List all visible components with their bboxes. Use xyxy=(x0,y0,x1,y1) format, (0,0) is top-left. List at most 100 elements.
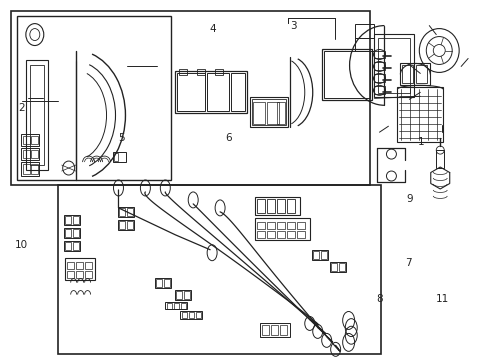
Bar xyxy=(156,279,162,287)
Text: 7: 7 xyxy=(405,258,411,268)
Bar xyxy=(249,97,287,127)
Bar xyxy=(266,231,274,238)
Bar xyxy=(31,136,38,144)
Bar xyxy=(66,262,74,269)
Bar xyxy=(330,263,336,271)
Bar xyxy=(256,231,264,238)
Text: 3: 3 xyxy=(289,21,296,31)
Text: 11: 11 xyxy=(435,294,448,304)
Bar xyxy=(176,291,182,298)
Bar xyxy=(373,50,385,58)
Bar xyxy=(64,216,71,224)
Bar xyxy=(320,251,326,259)
Bar xyxy=(276,222,285,229)
Bar xyxy=(167,302,172,309)
Bar xyxy=(279,325,286,336)
Bar xyxy=(254,197,299,215)
Bar xyxy=(76,262,82,269)
Bar xyxy=(312,251,318,259)
Bar xyxy=(296,231,304,238)
Bar xyxy=(196,312,201,319)
Bar xyxy=(296,222,304,229)
Bar xyxy=(113,153,118,161)
Bar xyxy=(397,87,442,142)
Bar xyxy=(354,24,374,37)
Bar xyxy=(338,263,344,271)
Text: 4: 4 xyxy=(209,24,216,35)
Bar xyxy=(323,50,369,98)
Bar xyxy=(276,231,285,238)
Bar xyxy=(184,291,190,298)
Bar xyxy=(174,302,179,309)
Bar xyxy=(119,221,125,229)
Bar xyxy=(73,242,79,250)
Bar xyxy=(254,218,309,240)
Bar xyxy=(73,216,79,224)
Text: 6: 6 xyxy=(224,133,231,143)
Bar xyxy=(127,221,133,229)
Bar xyxy=(230,73,244,111)
Bar xyxy=(175,71,246,113)
Bar xyxy=(286,231,294,238)
Bar xyxy=(402,66,412,84)
Bar xyxy=(266,102,278,124)
Bar xyxy=(31,150,38,158)
Bar xyxy=(155,278,171,288)
Bar xyxy=(76,271,82,278)
Bar xyxy=(64,258,94,280)
Bar xyxy=(118,207,134,217)
Bar xyxy=(266,222,274,229)
Bar xyxy=(63,215,80,225)
Bar xyxy=(252,102,264,124)
Bar xyxy=(26,60,48,170)
Bar xyxy=(179,69,187,75)
Bar xyxy=(21,148,39,160)
Bar xyxy=(373,86,385,94)
Bar xyxy=(84,262,91,269)
Bar xyxy=(17,15,171,180)
Bar xyxy=(415,66,427,84)
Bar xyxy=(64,229,71,237)
Bar xyxy=(374,33,413,97)
Text: 8: 8 xyxy=(376,294,383,304)
Bar xyxy=(23,164,30,174)
Bar xyxy=(118,220,134,230)
Text: 9: 9 xyxy=(406,194,412,204)
Bar xyxy=(400,63,429,85)
Bar xyxy=(127,208,133,216)
Bar xyxy=(112,152,126,162)
Bar xyxy=(256,199,264,213)
Bar xyxy=(270,325,277,336)
Bar xyxy=(11,11,369,185)
Bar xyxy=(189,312,194,319)
Bar xyxy=(119,208,125,216)
Text: 10: 10 xyxy=(15,240,28,250)
Bar xyxy=(435,150,443,168)
Text: 5: 5 xyxy=(118,133,125,143)
Bar xyxy=(164,279,170,287)
Bar xyxy=(180,311,202,319)
Bar xyxy=(23,150,30,158)
Bar xyxy=(63,241,80,251)
Bar xyxy=(197,69,205,75)
Bar xyxy=(58,185,381,354)
Bar xyxy=(251,99,285,125)
Bar xyxy=(286,199,294,213)
Bar xyxy=(64,242,71,250)
Bar xyxy=(84,271,91,278)
Bar xyxy=(329,262,345,272)
Bar xyxy=(21,134,39,146)
Bar xyxy=(182,312,187,319)
Bar xyxy=(73,229,79,237)
Bar xyxy=(276,102,285,124)
Bar xyxy=(63,228,80,238)
Bar xyxy=(311,250,327,260)
Bar xyxy=(262,325,268,336)
Bar xyxy=(31,164,38,174)
Bar xyxy=(378,37,409,93)
Bar xyxy=(23,136,30,144)
Bar xyxy=(215,69,223,75)
Text: 2: 2 xyxy=(18,103,25,113)
Bar xyxy=(177,73,205,111)
Bar xyxy=(321,49,371,100)
